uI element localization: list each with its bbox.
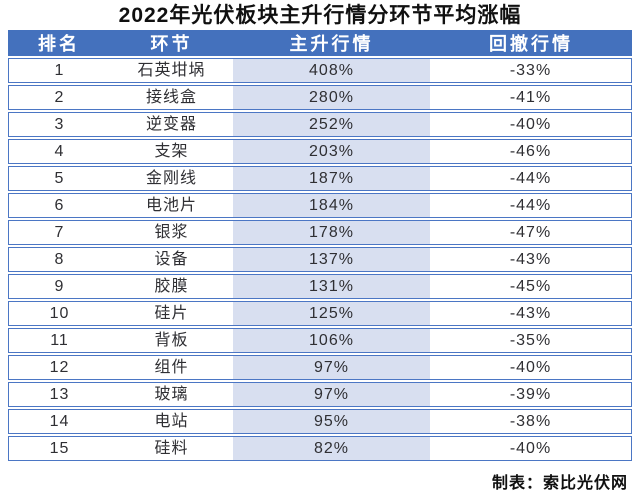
table-row: 3 逆变器 252% -40% — [8, 112, 632, 137]
rank-cell: 12 — [8, 355, 110, 380]
rank-cell: 11 — [8, 328, 110, 353]
col-header-rank: 排名 — [8, 30, 110, 56]
page-title: 2022年光伏板块主升行情分环节平均涨幅 — [118, 4, 522, 27]
rank-cell: 5 — [8, 166, 110, 191]
drawdown-cell: -40% — [430, 112, 632, 137]
drawdown-cell: -44% — [430, 193, 632, 218]
col-header-drawdown: 回撤行情 — [430, 30, 632, 56]
table-row: 15 硅料 82% -40% — [8, 436, 632, 461]
uptrend-cell: 203% — [233, 139, 430, 164]
segment-cell: 支架 — [110, 139, 233, 164]
col-header-uptrend: 主升行情 — [233, 30, 430, 56]
uptrend-cell: 408% — [233, 58, 430, 83]
drawdown-cell: -43% — [430, 247, 632, 272]
pv-ranking-table: 排名 环节 主升行情 回撤行情 1 石英坩埚 408% -33% 2 接线盒 280% -41… — [8, 28, 632, 463]
rank-cell: 1 — [8, 58, 110, 83]
drawdown-cell: -45% — [430, 274, 632, 299]
drawdown-cell: -44% — [430, 166, 632, 191]
table-row: 12 组件 97% -40% — [8, 355, 632, 380]
col-header-segment: 环节 — [110, 30, 233, 56]
segment-cell: 玻璃 — [110, 382, 233, 407]
table-row: 1 石英坩埚 408% -33% — [8, 58, 632, 83]
rank-cell: 15 — [8, 436, 110, 461]
rank-cell: 13 — [8, 382, 110, 407]
rank-cell: 9 — [8, 274, 110, 299]
uptrend-cell: 184% — [233, 193, 430, 218]
table-body: 1 石英坩埚 408% -33% 2 接线盒 280% -41% 3 逆变器 252% -40% 4 支架… — [8, 58, 632, 461]
drawdown-cell: -33% — [430, 58, 632, 83]
uptrend-cell: 125% — [233, 301, 430, 326]
uptrend-cell: 106% — [233, 328, 430, 353]
drawdown-cell: -46% — [430, 139, 632, 164]
drawdown-cell: -41% — [430, 85, 632, 110]
rank-cell: 8 — [8, 247, 110, 272]
drawdown-cell: -40% — [430, 436, 632, 461]
segment-cell: 石英坩埚 — [110, 58, 233, 83]
drawdown-cell: -43% — [430, 301, 632, 326]
header-row: 排名 环节 主升行情 回撤行情 — [8, 30, 632, 56]
uptrend-cell: 82% — [233, 436, 430, 461]
rank-cell: 14 — [8, 409, 110, 434]
table-row: 11 背板 106% -35% — [8, 328, 632, 353]
uptrend-cell: 178% — [233, 220, 430, 245]
rank-cell: 6 — [8, 193, 110, 218]
segment-cell: 背板 — [110, 328, 233, 353]
segment-cell: 金刚线 — [110, 166, 233, 191]
uptrend-cell: 95% — [233, 409, 430, 434]
uptrend-cell: 187% — [233, 166, 430, 191]
table-row: 2 接线盒 280% -41% — [8, 85, 632, 110]
table-row: 5 金刚线 187% -44% — [8, 166, 632, 191]
rank-cell: 2 — [8, 85, 110, 110]
rank-cell: 7 — [8, 220, 110, 245]
uptrend-cell: 131% — [233, 274, 430, 299]
segment-cell: 硅片 — [110, 301, 233, 326]
drawdown-cell: -39% — [430, 382, 632, 407]
segment-cell: 硅料 — [110, 436, 233, 461]
rank-cell: 4 — [8, 139, 110, 164]
segment-cell: 电站 — [110, 409, 233, 434]
rank-cell: 10 — [8, 301, 110, 326]
segment-cell: 接线盒 — [110, 85, 233, 110]
segment-cell: 逆变器 — [110, 112, 233, 137]
drawdown-cell: -35% — [430, 328, 632, 353]
segment-cell: 胶膜 — [110, 274, 233, 299]
segment-cell: 设备 — [110, 247, 233, 272]
table-row: 10 硅片 125% -43% — [8, 301, 632, 326]
table-row: 8 设备 137% -43% — [8, 247, 632, 272]
table-row: 7 银浆 178% -47% — [8, 220, 632, 245]
drawdown-cell: -40% — [430, 355, 632, 380]
uptrend-cell: 97% — [233, 382, 430, 407]
table-row: 14 电站 95% -38% — [8, 409, 632, 434]
segment-cell: 银浆 — [110, 220, 233, 245]
drawdown-cell: -47% — [430, 220, 632, 245]
drawdown-cell: -38% — [430, 409, 632, 434]
segment-cell: 组件 — [110, 355, 233, 380]
rank-cell: 3 — [8, 112, 110, 137]
table-row: 9 胶膜 131% -45% — [8, 274, 632, 299]
uptrend-cell: 280% — [233, 85, 430, 110]
uptrend-cell: 137% — [233, 247, 430, 272]
credit-text: 制表：索比光伏网 — [491, 475, 628, 492]
segment-cell: 电池片 — [110, 193, 233, 218]
table-row: 6 电池片 184% -44% — [8, 193, 632, 218]
uptrend-cell: 252% — [233, 112, 430, 137]
table-row: 13 玻璃 97% -39% — [8, 382, 632, 407]
table-row: 4 支架 203% -46% — [8, 139, 632, 164]
uptrend-cell: 97% — [233, 355, 430, 380]
